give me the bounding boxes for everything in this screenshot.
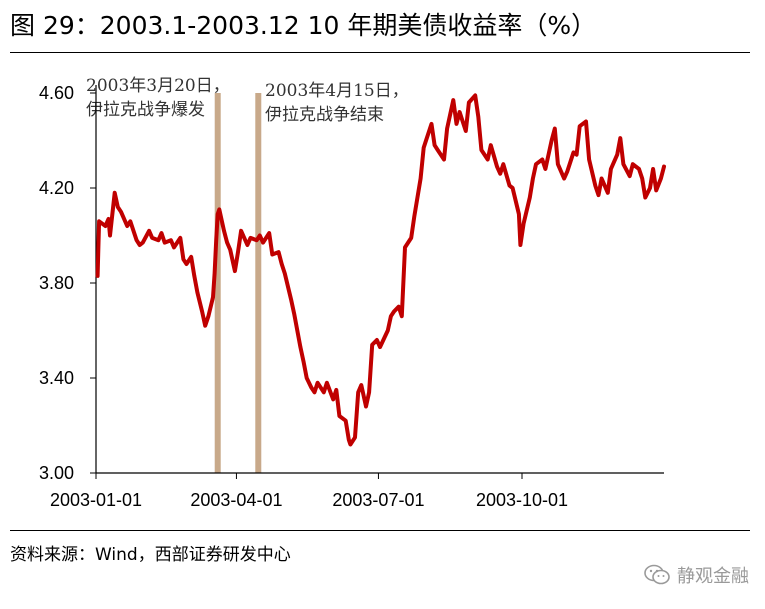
event-annotation-1: 2003年3月20日， 伊拉克战争爆发 [86, 76, 230, 120]
y-tick-label: 3.80 [39, 273, 74, 293]
x-tick-label: 2003-07-01 [332, 490, 424, 510]
x-tick-label: 2003-10-01 [476, 490, 568, 510]
source-note: 资料来源：Wind，西部证券研发中心 [10, 545, 291, 565]
figure-title: 图 29：2003.1-2003.12 10 年期美债收益率（%） [10, 11, 597, 40]
event-bar-2 [255, 93, 262, 473]
watermark-text: 静观金融 [677, 566, 749, 587]
wechat-icon [644, 564, 670, 585]
event-annotation-line: 伊拉克战争爆发 [86, 100, 205, 120]
x-axis: 2003-01-01 2003-04-01 2003-07-01 2003-10-01 [50, 472, 664, 510]
source-divider [10, 530, 750, 531]
y-tick-label: 3.00 [39, 463, 74, 483]
event-annotation-line: 2003年3月20日， [86, 76, 230, 96]
event-annotation-2: 2003年4月15日， 伊拉克战争结束 [265, 81, 409, 125]
event-bars [214, 93, 262, 473]
y-tick-label: 4.60 [39, 83, 74, 103]
y-axis: 3.00 3.40 3.80 4.20 4.60 [39, 83, 97, 483]
title-divider [10, 52, 750, 53]
yield-line-chart: 2003年3月20日， 伊拉克战争爆发 2003年4月15日， 伊拉克战争结束 3.0… [39, 76, 666, 510]
x-tick-label: 2003-04-01 [190, 490, 282, 510]
event-annotation-line: 2003年4月15日， [265, 81, 409, 101]
event-annotation-line: 伊拉克战争结束 [265, 105, 384, 125]
y-tick-label: 3.40 [39, 368, 74, 388]
y-tick-label: 4.20 [39, 178, 74, 198]
x-tick-label: 2003-01-01 [50, 490, 142, 510]
series-line-1 [95, 93, 666, 447]
series-line-group [95, 93, 666, 447]
event-bar-1 [214, 93, 221, 473]
event-annotations: 2003年3月20日， 伊拉克战争爆发 2003年4月15日， 伊拉克战争结束 [86, 76, 409, 125]
watermark: 静观金融 [643, 562, 749, 588]
